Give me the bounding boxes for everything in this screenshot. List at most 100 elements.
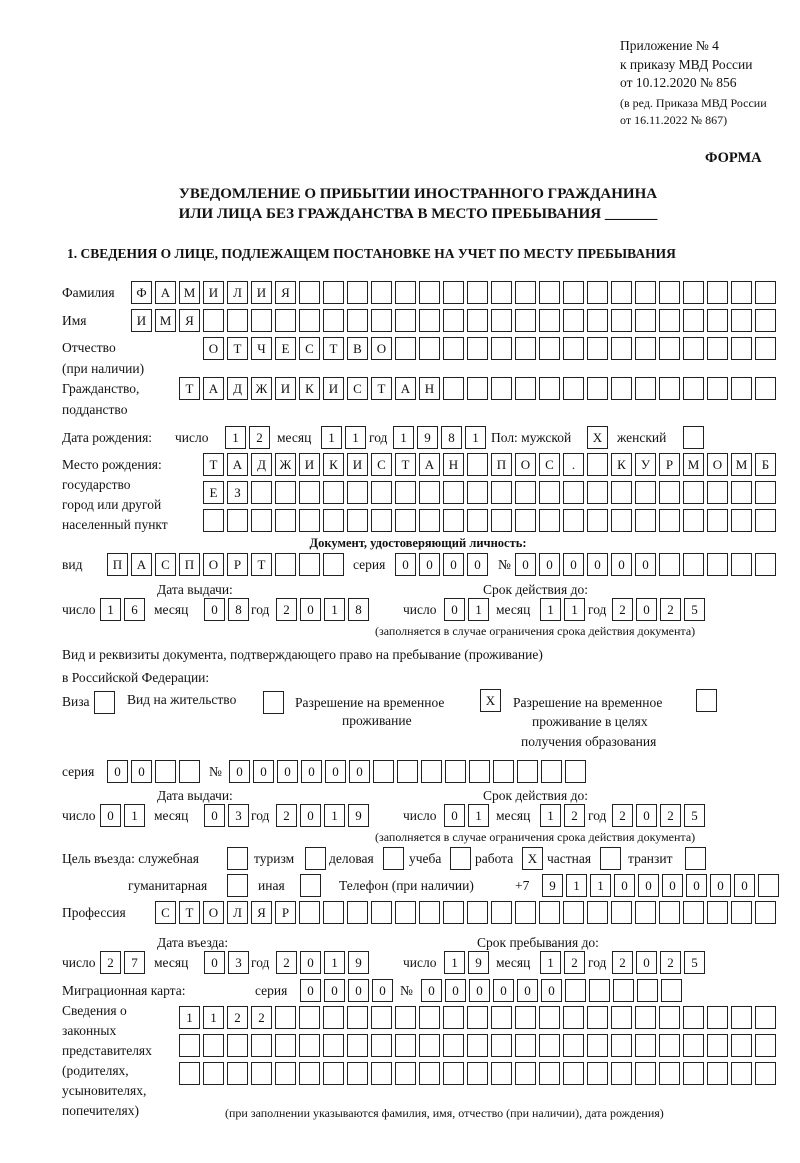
char-cell[interactable] xyxy=(467,1034,488,1057)
purpose-private-checkbox[interactable] xyxy=(600,847,621,870)
char-cell[interactable]: 1 xyxy=(590,874,611,897)
char-cell[interactable] xyxy=(635,481,656,504)
char-cell[interactable]: 2 xyxy=(660,951,681,974)
char-cell[interactable] xyxy=(491,309,512,332)
char-cell[interactable] xyxy=(611,337,632,360)
char-cell[interactable]: М xyxy=(683,453,704,476)
char-cell[interactable]: 0 xyxy=(636,804,657,827)
char-cell[interactable] xyxy=(683,509,704,532)
char-cell[interactable]: С xyxy=(155,553,176,576)
char-cell[interactable] xyxy=(395,1062,416,1085)
char-cell[interactable] xyxy=(323,901,344,924)
char-cell[interactable]: 0 xyxy=(372,979,393,1002)
char-cell[interactable] xyxy=(635,901,656,924)
char-cell[interactable]: 0 xyxy=(444,598,465,621)
char-cell[interactable] xyxy=(467,281,488,304)
char-cell[interactable] xyxy=(755,281,776,304)
char-cell[interactable]: 1 xyxy=(564,598,585,621)
char-cell[interactable] xyxy=(515,1006,536,1029)
char-cell[interactable] xyxy=(443,281,464,304)
char-cell[interactable]: 7 xyxy=(124,951,145,974)
char-cell[interactable] xyxy=(515,901,536,924)
char-cell[interactable] xyxy=(397,760,418,783)
purpose-transit-checkbox[interactable] xyxy=(685,847,706,870)
char-cell[interactable]: К xyxy=(299,377,320,400)
trp-checkbox[interactable]: X xyxy=(480,689,501,712)
char-cell[interactable] xyxy=(469,760,490,783)
char-cell[interactable]: Н xyxy=(419,377,440,400)
char-cell[interactable]: О xyxy=(203,553,224,576)
char-cell[interactable] xyxy=(539,509,560,532)
char-cell[interactable] xyxy=(659,1062,680,1085)
char-cell[interactable]: 0 xyxy=(638,874,659,897)
char-cell[interactable] xyxy=(611,377,632,400)
char-cell[interactable] xyxy=(347,509,368,532)
char-cell[interactable]: 2 xyxy=(612,804,633,827)
char-cell[interactable] xyxy=(371,509,392,532)
char-cell[interactable] xyxy=(299,1062,320,1085)
char-cell[interactable] xyxy=(659,509,680,532)
char-cell[interactable] xyxy=(755,481,776,504)
char-cell[interactable] xyxy=(707,1006,728,1029)
char-cell[interactable] xyxy=(203,1062,224,1085)
char-cell[interactable]: А xyxy=(395,377,416,400)
char-cell[interactable]: 2 xyxy=(100,951,121,974)
char-cell[interactable]: 0 xyxy=(300,804,321,827)
char-cell[interactable] xyxy=(323,281,344,304)
char-cell[interactable] xyxy=(275,1006,296,1029)
char-cell[interactable] xyxy=(587,309,608,332)
char-cell[interactable]: 0 xyxy=(421,979,442,1002)
char-cell[interactable] xyxy=(683,481,704,504)
char-cell[interactable] xyxy=(203,309,224,332)
char-cell[interactable] xyxy=(419,509,440,532)
char-cell[interactable] xyxy=(491,281,512,304)
char-cell[interactable]: 0 xyxy=(443,553,464,576)
char-cell[interactable] xyxy=(371,901,392,924)
char-cell[interactable]: Т xyxy=(179,377,200,400)
char-cell[interactable] xyxy=(707,377,728,400)
char-cell[interactable] xyxy=(347,1006,368,1029)
char-cell[interactable] xyxy=(707,553,728,576)
char-cell[interactable] xyxy=(419,1006,440,1029)
char-cell[interactable]: 1 xyxy=(225,426,246,449)
char-cell[interactable]: 0 xyxy=(325,760,346,783)
char-cell[interactable] xyxy=(227,509,248,532)
char-cell[interactable] xyxy=(323,481,344,504)
char-cell[interactable] xyxy=(299,309,320,332)
char-cell[interactable] xyxy=(395,1006,416,1029)
char-cell[interactable] xyxy=(179,1034,200,1057)
char-cell[interactable] xyxy=(539,309,560,332)
char-cell[interactable] xyxy=(371,1006,392,1029)
char-cell[interactable]: Я xyxy=(275,281,296,304)
char-cell[interactable] xyxy=(323,309,344,332)
char-cell[interactable] xyxy=(563,901,584,924)
char-cell[interactable]: 1 xyxy=(444,951,465,974)
char-cell[interactable]: 0 xyxy=(445,979,466,1002)
char-cell[interactable] xyxy=(275,1034,296,1057)
char-cell[interactable]: П xyxy=(491,453,512,476)
char-cell[interactable] xyxy=(707,901,728,924)
char-cell[interactable]: О xyxy=(371,337,392,360)
char-cell[interactable]: 0 xyxy=(229,760,250,783)
char-cell[interactable]: М xyxy=(179,281,200,304)
char-cell[interactable] xyxy=(251,1034,272,1057)
char-cell[interactable]: 0 xyxy=(662,874,683,897)
char-cell[interactable] xyxy=(443,337,464,360)
char-cell[interactable]: 1 xyxy=(465,426,486,449)
char-cell[interactable] xyxy=(589,979,610,1002)
char-cell[interactable] xyxy=(587,509,608,532)
char-cell[interactable] xyxy=(611,1006,632,1029)
char-cell[interactable]: 0 xyxy=(444,804,465,827)
char-cell[interactable]: 3 xyxy=(228,804,249,827)
char-cell[interactable]: Д xyxy=(251,453,272,476)
char-cell[interactable] xyxy=(395,281,416,304)
char-cell[interactable] xyxy=(731,553,752,576)
char-cell[interactable] xyxy=(419,309,440,332)
char-cell[interactable]: И xyxy=(203,281,224,304)
char-cell[interactable]: И xyxy=(251,281,272,304)
char-cell[interactable]: О xyxy=(515,453,536,476)
char-cell[interactable] xyxy=(515,1034,536,1057)
char-cell[interactable]: 0 xyxy=(301,760,322,783)
purpose-humanitarian-checkbox[interactable] xyxy=(227,874,248,897)
char-cell[interactable] xyxy=(731,309,752,332)
